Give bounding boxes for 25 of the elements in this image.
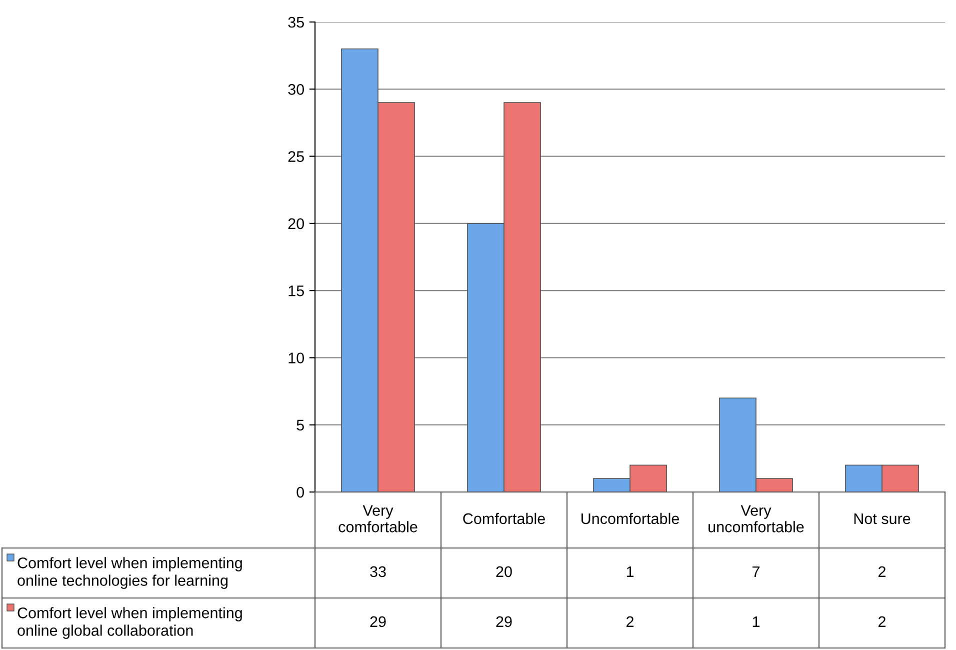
y-tick-label: 20 bbox=[288, 218, 304, 230]
y-tick-label: 15 bbox=[288, 286, 304, 296]
x-tick-label: Very comfortable bbox=[338, 505, 418, 532]
y-tick-label: 30 bbox=[288, 84, 304, 95]
data-label: 1 bbox=[626, 566, 634, 577]
y-tick-label: 5 bbox=[296, 420, 304, 431]
data-label: 20 bbox=[496, 566, 512, 578]
legend-label: Comfort level when implementing online technologies for learning bbox=[18, 557, 242, 589]
data-label: 29 bbox=[496, 616, 512, 628]
y-tick-label: 35 bbox=[288, 16, 304, 28]
data-label: 2 bbox=[626, 616, 634, 627]
data-label: 7 bbox=[752, 566, 760, 577]
legend-label: Comfort level when implementing online global collaboration bbox=[18, 607, 242, 639]
x-tick-label: Not sure bbox=[854, 513, 910, 524]
x-tick-label: Comfortable bbox=[463, 512, 545, 524]
x-tick-label: Very uncomfortable bbox=[708, 505, 804, 532]
data-label: 2 bbox=[878, 566, 886, 577]
data-label: 2 bbox=[878, 616, 886, 627]
data-label: 29 bbox=[370, 616, 386, 628]
x-tick-label: Uncomfortable bbox=[582, 512, 679, 524]
data-label: 1 bbox=[752, 616, 760, 627]
y-tick-label: 10 bbox=[288, 352, 304, 364]
y-tick-label: 25 bbox=[288, 151, 304, 162]
data-label: 33 bbox=[370, 566, 386, 578]
y-tick-label: 0 bbox=[296, 486, 304, 498]
